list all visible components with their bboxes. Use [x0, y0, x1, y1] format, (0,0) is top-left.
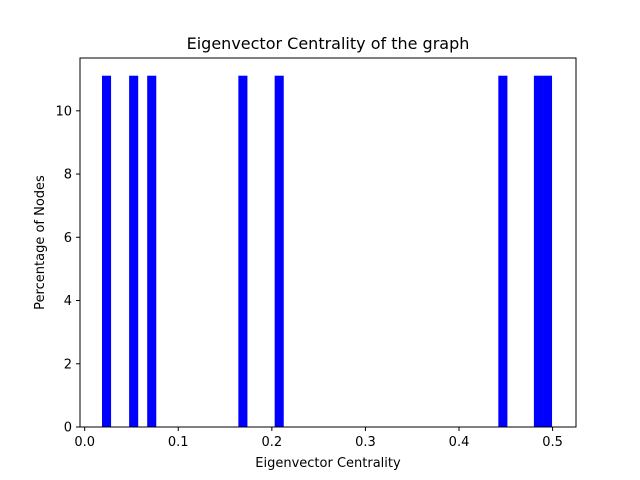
histogram-bar-3: [147, 75, 157, 428]
histogram-bar-8: [542, 75, 553, 428]
y-tick-label: 0: [64, 421, 72, 436]
y-axis-label: Percentage of Nodes: [33, 175, 48, 310]
histogram-bar-1: [101, 75, 112, 428]
x-tick-label: 0.5: [542, 435, 563, 450]
x-tick-label: 0.0: [74, 435, 95, 450]
histogram-bar-5: [274, 75, 284, 428]
plot-frame: [79, 57, 577, 428]
x-tick-label: 0.2: [262, 435, 283, 450]
bars-group: [101, 75, 553, 428]
histogram-bar-2: [129, 75, 139, 428]
y-tick-label: 6: [64, 231, 72, 246]
y-tick-label: 8: [64, 168, 72, 183]
y-tick-label: 4: [64, 294, 72, 309]
histogram-bar-6: [498, 75, 508, 428]
chart-title: Eigenvector Centrality of the graph: [187, 34, 470, 53]
x-tick-label: 0.4: [449, 435, 470, 450]
x-axis-ticks: 0.0 0.1 0.2 0.3 0.4 0.5: [74, 427, 563, 450]
y-tick-label: 10: [55, 104, 72, 119]
y-axis-ticks: 0 2 4 6 8 10: [55, 104, 80, 436]
x-axis-label: Eigenvector Centrality: [255, 456, 401, 471]
y-tick-label: 2: [64, 357, 72, 372]
x-tick-label: 0.3: [355, 435, 376, 450]
histogram-bar-7: [533, 75, 543, 428]
x-tick-label: 0.1: [168, 435, 189, 450]
histogram-bar-4: [238, 75, 248, 428]
